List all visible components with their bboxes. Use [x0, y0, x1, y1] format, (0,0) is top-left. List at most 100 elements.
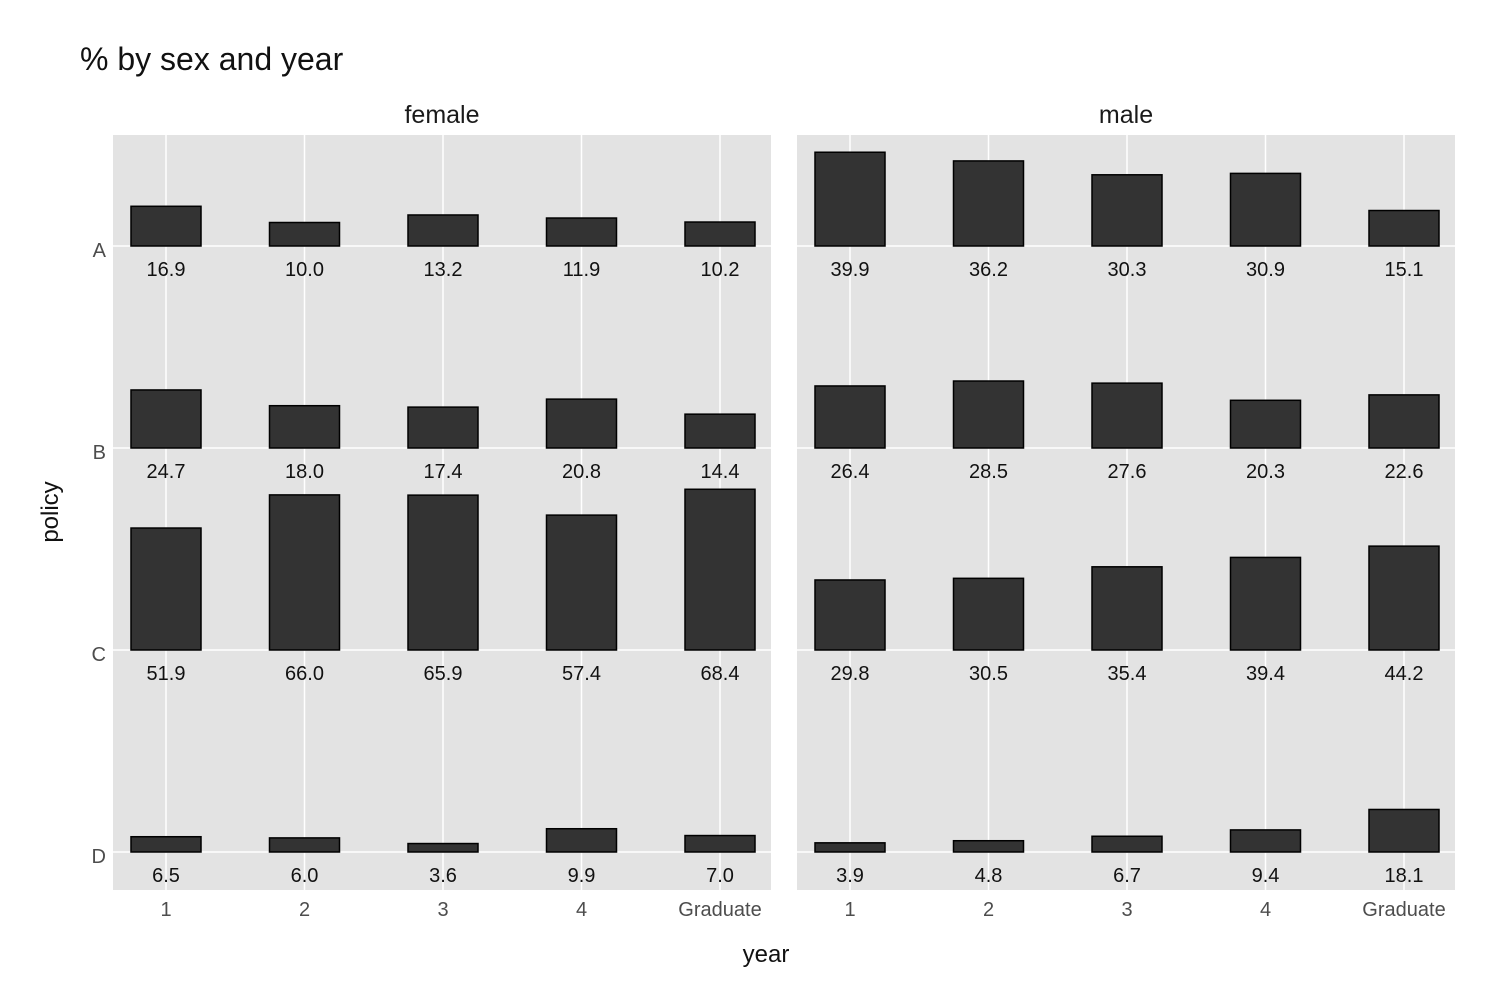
panel-background: [797, 135, 1455, 890]
bar-female-A-3: [407, 214, 479, 247]
bar-male-C-Graduate: [1368, 545, 1440, 651]
bar-female-D-Graduate: [684, 834, 756, 853]
bar-female-D-4: [545, 827, 618, 853]
x-tick-label: 1: [160, 899, 171, 921]
bar-male-A-3: [1091, 174, 1163, 247]
bar-male-B-4: [1229, 399, 1302, 449]
bar-female-B-4: [545, 398, 618, 449]
data-label: 44.2: [1385, 663, 1424, 685]
data-label: 66.0: [285, 663, 324, 685]
facet-strip-label: male: [1099, 101, 1153, 129]
bar-male-C-3: [1091, 566, 1163, 651]
data-label: 6.7: [1113, 865, 1141, 887]
bar-female-B-2: [268, 404, 341, 449]
bar-male-C-1: [814, 579, 886, 651]
bar-male-B-Graduate: [1368, 394, 1440, 449]
data-label: 10.2: [701, 259, 740, 281]
x-tick-label: 3: [1121, 899, 1132, 921]
bar-female-C-2: [268, 494, 341, 651]
facet-strip-label: female: [404, 101, 479, 129]
bar-male-A-4: [1229, 172, 1302, 247]
data-label: 18.1: [1385, 865, 1424, 887]
data-label: 22.6: [1385, 461, 1424, 483]
data-label: 20.8: [562, 461, 601, 483]
bar-female-A-Graduate: [684, 221, 756, 247]
data-label: 15.1: [1385, 259, 1424, 281]
data-label: 39.4: [1246, 663, 1285, 685]
data-label: 28.5: [969, 461, 1008, 483]
y-tick-label: D: [92, 846, 106, 868]
x-tick-label: 1: [844, 899, 855, 921]
bar-female-D-1: [130, 835, 202, 853]
y-tick-label: A: [93, 240, 107, 262]
data-label: 30.9: [1246, 259, 1285, 281]
x-tick-label: 4: [576, 899, 587, 921]
data-label: 39.9: [831, 259, 870, 281]
bar-female-A-4: [545, 217, 618, 247]
data-label: 6.0: [291, 865, 319, 887]
data-label: 35.4: [1108, 663, 1147, 685]
data-label: 7.0: [706, 865, 734, 887]
bar-male-D-3: [1091, 835, 1163, 853]
data-label: 6.5: [152, 865, 180, 887]
bar-male-C-2: [952, 577, 1025, 651]
y-tick-label: B: [93, 442, 106, 464]
data-label: 3.6: [429, 865, 457, 887]
x-tick-label: 4: [1260, 899, 1271, 921]
x-tick-label: 3: [437, 899, 448, 921]
bar-male-B-3: [1091, 382, 1163, 449]
data-label: 18.0: [285, 461, 324, 483]
y-tick-label: C: [92, 644, 106, 666]
data-label: 26.4: [831, 461, 870, 483]
data-label: 9.4: [1252, 865, 1280, 887]
x-tick-label: Graduate: [1362, 899, 1445, 921]
bar-female-C-Graduate: [684, 488, 756, 651]
data-label: 30.3: [1108, 259, 1147, 281]
data-label: 36.2: [969, 259, 1008, 281]
data-label: 68.4: [701, 663, 740, 685]
bar-male-D-1: [814, 842, 886, 853]
bar-male-D-Graduate: [1368, 808, 1440, 853]
bar-female-B-1: [130, 389, 202, 449]
bar-female-C-3: [407, 494, 479, 651]
data-label: 10.0: [285, 259, 324, 281]
bar-female-D-2: [268, 837, 341, 853]
bar-female-C-4: [545, 514, 618, 651]
data-label: 3.9: [836, 865, 864, 887]
x-axis-title: year: [743, 941, 790, 968]
data-label: 14.4: [701, 461, 740, 483]
data-label: 29.8: [831, 663, 870, 685]
data-label: 20.3: [1246, 461, 1285, 483]
data-label: 30.5: [969, 663, 1008, 685]
bar-male-D-2: [952, 839, 1025, 853]
bar-male-B-2: [952, 380, 1025, 449]
bar-female-A-1: [130, 205, 202, 247]
bar-male-A-1: [814, 151, 886, 247]
bar-male-A-Graduate: [1368, 209, 1440, 247]
bar-female-B-3: [407, 406, 479, 449]
bar-female-C-1: [130, 527, 202, 651]
bar-male-C-4: [1229, 556, 1302, 651]
data-label: 11.9: [563, 259, 600, 281]
bar-male-B-1: [814, 385, 886, 449]
data-label: 24.7: [147, 461, 186, 483]
data-label: 9.9: [568, 865, 596, 887]
data-label: 13.2: [424, 259, 463, 281]
bar-female-A-2: [268, 221, 341, 247]
panel-male: male 39.9 36.2 30.3 30.9 15.1 26.4 28.5 27.6 20.3…: [797, 101, 1455, 921]
data-label: 4.8: [975, 865, 1003, 887]
bar-male-A-2: [952, 160, 1025, 247]
data-label: 16.9: [147, 259, 186, 281]
panel-female: female 16.9 10.0 13.2 11.9 10.2 24.7 18.0 17.4 20…: [113, 101, 771, 921]
data-label: 27.6: [1108, 461, 1147, 483]
y-axis-title: policy: [37, 481, 64, 542]
data-label: 65.9: [424, 663, 463, 685]
data-label: 51.9: [147, 663, 186, 685]
x-tick-label: 2: [983, 899, 994, 921]
bar-female-D-3: [407, 842, 479, 853]
bar-male-D-4: [1229, 829, 1302, 853]
data-label: 57.4: [562, 663, 601, 685]
x-tick-label: 2: [299, 899, 310, 921]
bar-female-B-Graduate: [684, 413, 756, 449]
